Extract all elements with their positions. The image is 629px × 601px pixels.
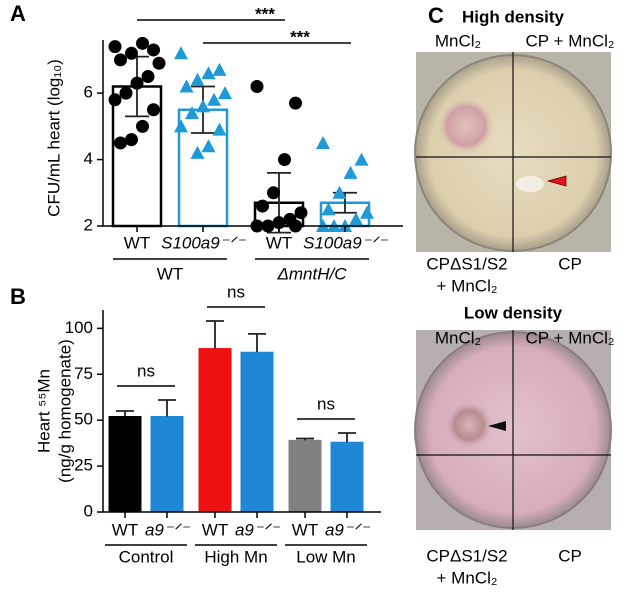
x-tick-label: WT xyxy=(112,520,138,539)
y-axis-label: (ng/g homogenate) xyxy=(55,339,74,483)
y-tick-label: 25 xyxy=(74,456,93,475)
data-point xyxy=(174,119,188,133)
data-point xyxy=(196,99,210,113)
x-tick-label: a9⁻ᐟ⁻ xyxy=(325,520,371,539)
data-point xyxy=(278,153,291,167)
sig-label: ns xyxy=(317,395,335,414)
data-point xyxy=(289,96,302,110)
data-point xyxy=(343,165,358,179)
plate-label: CPΔS1/S2 xyxy=(426,254,507,273)
group-label: Control xyxy=(119,547,174,566)
sig-label: ns xyxy=(227,283,245,302)
data-point xyxy=(332,185,347,199)
x-tick-label: WT xyxy=(292,520,318,539)
data-point xyxy=(190,72,205,86)
bar xyxy=(240,351,274,513)
plate-title: High density xyxy=(462,7,565,26)
plate-label: MnCl₂ xyxy=(435,328,481,347)
y-axis-label: Heart ⁵⁵Mn xyxy=(34,369,53,453)
y-axis-label: CFU/mL heart (log₁₀) xyxy=(44,59,63,217)
bar xyxy=(108,416,142,513)
x-tick-label: WT xyxy=(202,520,228,539)
data-point xyxy=(147,43,160,57)
data-point xyxy=(125,133,138,147)
data-point xyxy=(316,135,330,149)
plate-label: CP + MnCl₂ xyxy=(526,328,615,347)
y-tick-label: 2 xyxy=(84,215,93,234)
data-point xyxy=(212,62,227,76)
plate-title: Low density xyxy=(464,303,563,322)
y-tick-label: 6 xyxy=(84,83,93,102)
data-point xyxy=(250,80,264,93)
group-label: WT xyxy=(157,264,183,283)
data-point xyxy=(267,186,280,200)
data-point xyxy=(136,119,149,133)
bar xyxy=(330,441,364,513)
data-point xyxy=(114,136,127,150)
data-point xyxy=(294,206,308,220)
data-point xyxy=(179,79,194,93)
bar xyxy=(150,416,184,513)
data-point xyxy=(130,76,144,90)
data-point xyxy=(201,66,216,80)
data-point xyxy=(185,106,199,120)
plate-label: + MnCl₂ xyxy=(437,568,498,587)
data-point xyxy=(256,199,269,213)
data-point xyxy=(212,122,227,136)
data-point xyxy=(108,40,122,54)
group-label: Low Mn xyxy=(296,547,356,566)
data-point xyxy=(349,212,363,226)
sig-label: *** xyxy=(290,27,310,46)
plate-label: CP xyxy=(558,546,582,565)
group-label: ΔmntH/C xyxy=(276,264,347,283)
plate-label: CP + MnCl₂ xyxy=(526,31,615,50)
data-point xyxy=(152,56,166,70)
y-tick-label: 0 xyxy=(84,501,93,520)
data-point xyxy=(218,86,232,100)
plate-photo-high xyxy=(414,52,612,252)
sig-label: *** xyxy=(255,4,275,23)
data-point xyxy=(125,46,138,60)
data-point xyxy=(108,93,122,107)
panel-letter: C xyxy=(428,3,444,28)
y-tick-label: 50 xyxy=(74,410,93,429)
y-tick-label: 4 xyxy=(84,149,93,168)
bar xyxy=(288,439,322,513)
panel-letter: A xyxy=(10,1,26,26)
plate-photo-low xyxy=(414,330,612,530)
x-tick-label: a9⁻ᐟ⁻ xyxy=(235,520,281,539)
x-tick-label: S100a9⁻ᐟ⁻ xyxy=(161,233,247,252)
x-tick-label: a9⁻ᐟ⁻ xyxy=(145,520,191,539)
data-point xyxy=(136,36,149,50)
data-point xyxy=(321,202,336,216)
sig-label: ns xyxy=(137,361,155,380)
data-point xyxy=(360,205,374,219)
data-point xyxy=(147,103,160,117)
data-point xyxy=(119,86,133,100)
data-point xyxy=(114,53,127,67)
plate-label: + MnCl₂ xyxy=(437,276,498,295)
x-tick-label: WT xyxy=(124,233,150,252)
plate-label: CP xyxy=(558,254,582,273)
plate-label: MnCl₂ xyxy=(435,31,481,50)
bar xyxy=(198,348,232,513)
data-point xyxy=(141,70,155,84)
x-tick-label: WT xyxy=(266,233,292,252)
group-label: High Mn xyxy=(204,547,267,566)
y-tick-label: 100 xyxy=(65,318,93,337)
data-point xyxy=(174,46,188,60)
plate-label: CPΔS1/S2 xyxy=(426,546,507,565)
x-tick-label: S100a9⁻ᐟ⁻ xyxy=(303,233,389,252)
data-point xyxy=(201,139,216,153)
data-point xyxy=(207,92,221,106)
data-point xyxy=(190,145,205,159)
y-tick-label: 75 xyxy=(74,364,93,383)
panel-letter: B xyxy=(10,284,26,309)
data-point xyxy=(354,152,369,166)
